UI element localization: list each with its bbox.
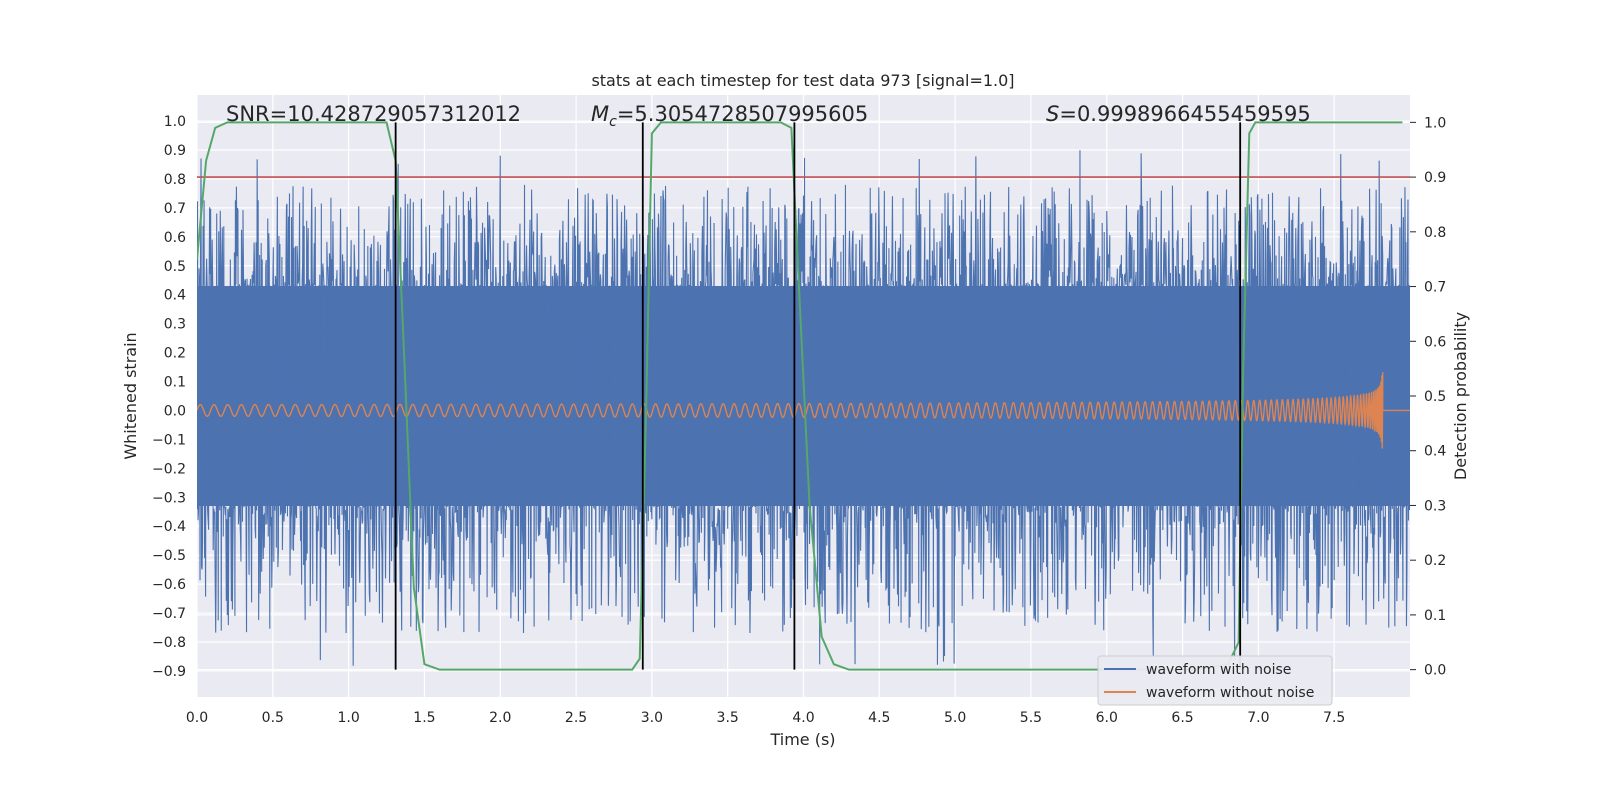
y-tick-label: −0.1 [152, 432, 186, 448]
y-tick-label: −0.8 [152, 635, 186, 651]
x-tick-label: 5.5 [1020, 710, 1042, 726]
x-tick-label: 4.0 [792, 710, 814, 726]
y-tick-label: 1.0 [164, 114, 186, 130]
y2-tick-label: 0.8 [1424, 225, 1446, 241]
y2-tick-label: 0.4 [1424, 444, 1446, 460]
y-tick-label: 0.7 [164, 201, 186, 217]
y2-tick-label: 0.0 [1424, 663, 1446, 679]
y-tick-label: −0.6 [152, 577, 186, 593]
y2-tick-label: 0.6 [1424, 334, 1446, 350]
legend-label-waveform-without-noise: waveform without noise [1146, 685, 1314, 701]
x-axis-label: Time (s) [769, 730, 835, 749]
chirp-mass-symbol: M [591, 102, 609, 126]
y2-tick-label: 0.5 [1424, 389, 1446, 405]
score-symbol: S [1046, 102, 1059, 126]
y-tick-label: 0.6 [164, 230, 186, 246]
y-axis-ticks: 1.0 0.9 0.8 0.7 0.6 0.5 0.4 0.3 0.2 0.1 0.0 −0.1 −0.… [152, 114, 186, 680]
noise-trace [197, 150, 1410, 666]
y-tick-label: 0.5 [164, 259, 186, 275]
snr-annotation: SNR=10.428729057312012 [226, 102, 521, 126]
y2-tick-label: 0.1 [1424, 608, 1446, 624]
score-value: =0.9998966455459595 [1059, 102, 1310, 126]
x-tick-label: 6.0 [1096, 710, 1118, 726]
x-tick-label: 7.5 [1323, 710, 1345, 726]
y-axis-label: Whitened strain [121, 332, 140, 459]
x-tick-label: 4.5 [868, 710, 890, 726]
x-tick-label: 6.5 [1171, 710, 1193, 726]
chirp-mass-annotation: Mc=5.3054728507995605 [591, 102, 868, 130]
y2-axis-label: Detection probability [1451, 312, 1470, 480]
y-tick-label: 0.8 [164, 172, 186, 188]
x-tick-label: 3.0 [641, 710, 663, 726]
x-axis-ticks: 0.0 0.5 1.0 1.5 2.0 2.5 3.0 3.5 4.0 4.5 5.0 5.5 6.0 6… [186, 710, 1345, 726]
x-tick-label: 2.5 [565, 710, 587, 726]
series-waveform-without-noise [197, 372, 1410, 449]
x-tick-label: 3.5 [717, 710, 739, 726]
x-tick-label: 1.5 [413, 710, 435, 726]
y-tick-label: −0.2 [152, 461, 186, 477]
chirp-mass-subscript: c [609, 114, 617, 130]
y2-tick-label: 1.0 [1424, 115, 1446, 131]
y2-tick-label: 0.2 [1424, 553, 1446, 569]
y-tick-label: 0.1 [164, 375, 186, 391]
y-tick-label: −0.3 [152, 490, 186, 506]
x-tick-label: 1.0 [337, 710, 359, 726]
y2-tick-label: 0.7 [1424, 280, 1446, 296]
y-tick-label: −0.4 [152, 519, 186, 535]
y2-tick-label: 0.9 [1424, 170, 1446, 186]
legend-box [1097, 655, 1333, 706]
x-tick-label: 7.0 [1247, 710, 1269, 726]
legend-label-waveform-with-noise: waveform with noise [1146, 662, 1291, 678]
chirp-mass-value: =5.3054728507995605 [617, 102, 868, 126]
x-tick-label: 0.5 [262, 710, 284, 726]
y2-tick-label: 0.3 [1424, 498, 1446, 514]
y-tick-label: 0.0 [164, 403, 186, 419]
y-tick-label: 0.3 [164, 317, 186, 333]
x-tick-label: 2.0 [489, 710, 511, 726]
clean-trace [197, 372, 1410, 449]
y2-axis-ticks: 1.0 0.9 0.8 0.7 0.6 0.5 0.4 0.3 0.2 0.1 0.0 [1410, 115, 1446, 679]
y-tick-label: −0.5 [152, 548, 186, 564]
y-tick-label: −0.9 [152, 664, 186, 680]
x-tick-label: 0.0 [186, 710, 208, 726]
score-annotation: S=0.9998966455459595 [1046, 102, 1311, 126]
y-tick-label: 0.2 [164, 346, 186, 362]
legend: waveform with noise waveform without noi… [1097, 655, 1333, 706]
x-tick-label: 5.0 [944, 710, 966, 726]
chart-title: stats at each timestep for test data 973… [591, 71, 1014, 90]
y-tick-label: 0.4 [164, 288, 186, 304]
y-tick-label: −0.7 [152, 606, 186, 622]
y-tick-label: 0.9 [164, 143, 186, 159]
